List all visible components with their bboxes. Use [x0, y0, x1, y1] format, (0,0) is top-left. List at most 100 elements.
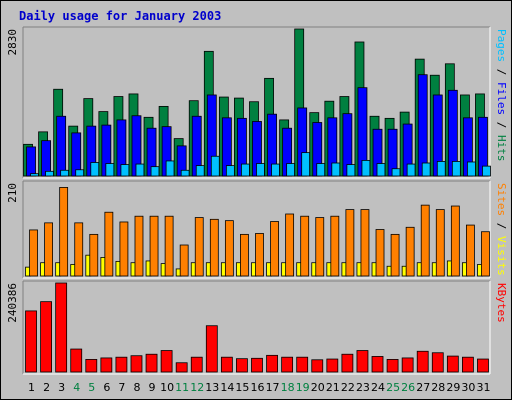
bar-pages — [391, 168, 401, 177]
bar-kbytes — [431, 352, 444, 373]
bar-kbytes — [70, 348, 83, 373]
day-label-12: 12 — [190, 381, 204, 394]
bar-kbytes — [55, 282, 68, 373]
bar-visits — [420, 204, 430, 277]
bar-pages — [225, 165, 235, 177]
bar-visits — [270, 221, 279, 277]
bar-visits — [345, 209, 355, 277]
bar-kbytes — [462, 356, 474, 373]
day-label-15: 15 — [235, 381, 249, 394]
bar-pages — [301, 152, 311, 177]
legend-segment: KBytes — [495, 283, 508, 323]
day-label-31: 31 — [476, 381, 490, 394]
bar-visits — [405, 226, 415, 277]
bar-pages — [210, 155, 220, 177]
bar-visits — [104, 211, 114, 277]
bar-pages — [241, 163, 250, 177]
legend-segment: Sites — [495, 183, 508, 216]
bar-pages — [316, 163, 326, 177]
day-label-4: 4 — [73, 381, 80, 394]
bar-pages — [105, 163, 115, 177]
bar-kbytes — [356, 350, 369, 373]
bar-kbytes — [281, 356, 294, 373]
bar-pages — [60, 169, 70, 177]
day-label-7: 7 — [118, 381, 125, 394]
bar-kbytes — [160, 350, 173, 373]
day-label-22: 22 — [341, 381, 355, 394]
bar-kbytes — [130, 355, 143, 373]
bar-visits — [481, 231, 490, 277]
bar-visits — [240, 233, 249, 277]
bar-pages — [451, 161, 461, 177]
panel-kbytes-legend: KBytes — [495, 283, 508, 323]
bar-kbytes — [416, 350, 429, 373]
day-label-17: 17 — [266, 381, 280, 394]
bar-kbytes — [220, 356, 233, 373]
day-label-26: 26 — [401, 381, 415, 394]
day-label-20: 20 — [311, 381, 325, 394]
bar-visits — [300, 215, 310, 277]
bar-pages — [346, 164, 356, 177]
day-label-27: 27 — [416, 381, 430, 394]
bar-pages — [75, 169, 85, 177]
bar-kbytes — [145, 353, 158, 373]
bar-kbytes — [296, 356, 309, 373]
bar-kbytes — [190, 356, 203, 373]
bar-files — [26, 146, 36, 177]
bar-kbytes — [371, 356, 384, 373]
bar-pages — [286, 163, 296, 177]
day-label-30: 30 — [461, 381, 475, 394]
bar-pages — [30, 173, 39, 177]
day-label-19: 19 — [296, 381, 310, 394]
bar-visits — [149, 215, 159, 277]
bar-kbytes — [115, 356, 128, 373]
day-label-18: 18 — [281, 381, 295, 394]
panel-hits_files_pages-max-label: 2830 — [6, 29, 19, 56]
legend-segment: Files — [495, 82, 508, 115]
bar-visits — [315, 217, 325, 277]
bar-kbytes — [100, 357, 113, 373]
bar-kbytes — [266, 354, 278, 373]
bar-pages — [45, 170, 54, 177]
bar-visits — [330, 215, 340, 277]
day-label-8: 8 — [133, 381, 140, 394]
panel-visits_sites-max-label: 210 — [6, 183, 19, 203]
bar-pages — [421, 162, 431, 177]
bar-pages — [256, 163, 265, 177]
bar-visits — [435, 209, 445, 277]
legend-segment: / — [495, 62, 508, 82]
bar-visits — [74, 222, 84, 277]
bar-kbytes — [205, 325, 218, 373]
day-label-23: 23 — [356, 381, 370, 394]
bar-visits — [59, 187, 69, 277]
panel-kbytes-max-label: 240386 — [6, 283, 19, 323]
day-label-24: 24 — [371, 381, 385, 394]
day-label-11: 11 — [175, 381, 189, 394]
bar-files — [56, 115, 67, 177]
day-label-14: 14 — [220, 381, 234, 394]
bar-pages — [406, 163, 416, 177]
bar-visits — [194, 217, 204, 277]
panel-hits_files_pages-legend: Pages / Files / Hits — [495, 29, 508, 162]
page-title: Daily usage for January 2003 — [19, 9, 222, 23]
bar-files — [417, 74, 428, 177]
bar-kbytes — [386, 359, 399, 373]
bar-visits — [89, 233, 99, 277]
day-label-10: 10 — [160, 381, 174, 394]
day-label-2: 2 — [43, 381, 50, 394]
day-label-16: 16 — [251, 381, 265, 394]
day-label-29: 29 — [446, 381, 460, 394]
bar-pages — [436, 161, 446, 177]
bar-visits — [209, 218, 219, 277]
bar-pages — [165, 160, 175, 177]
bar-kbytes — [311, 359, 324, 373]
legend-segment: / — [495, 115, 508, 135]
bar-pages — [150, 166, 160, 177]
bar-kbytes — [175, 362, 188, 373]
bar-kbytes — [401, 357, 414, 373]
bar-visits — [360, 209, 370, 277]
bar-pages — [467, 161, 476, 177]
legend-segment: Pages — [495, 29, 508, 62]
panel-visits_sites-legend: Sites / Visits — [495, 183, 508, 276]
